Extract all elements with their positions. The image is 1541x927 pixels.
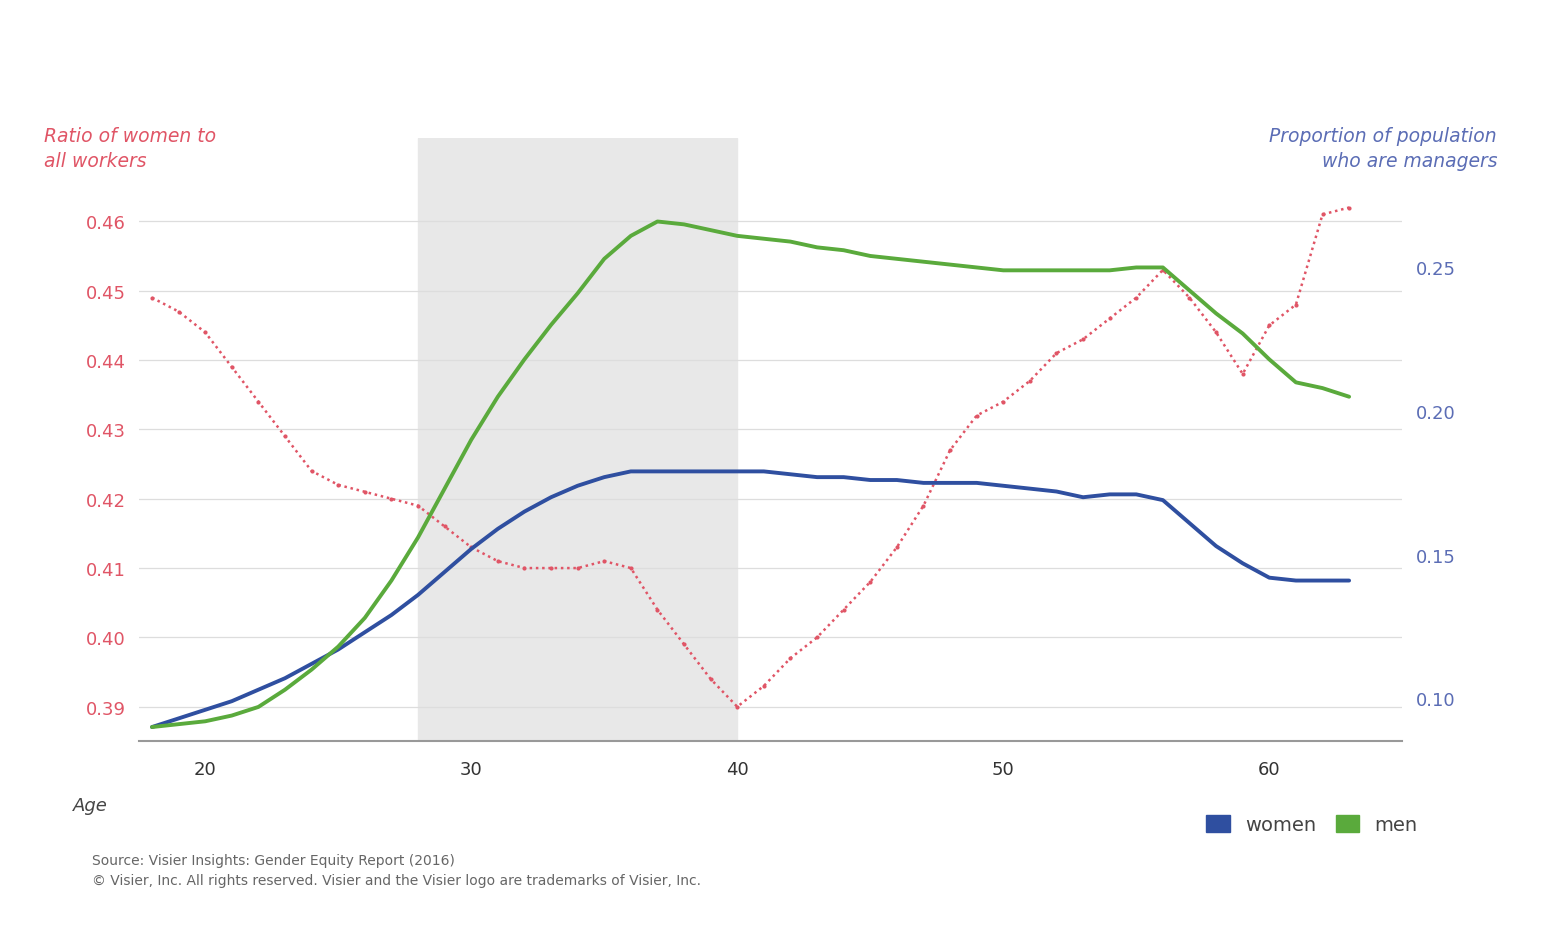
Bar — [418, 139, 737, 742]
Text: Proportion of population
who are managers: Proportion of population who are manager… — [1270, 127, 1496, 171]
Legend: women, men: women, men — [1207, 816, 1418, 834]
Text: Age: Age — [72, 795, 108, 814]
Text: Source: Visier Insights: Gender Equity Report (2016)
© Visier, Inc. All rights r: Source: Visier Insights: Gender Equity R… — [92, 853, 701, 887]
Text: Ratio of women to
all workers: Ratio of women to all workers — [45, 127, 216, 171]
